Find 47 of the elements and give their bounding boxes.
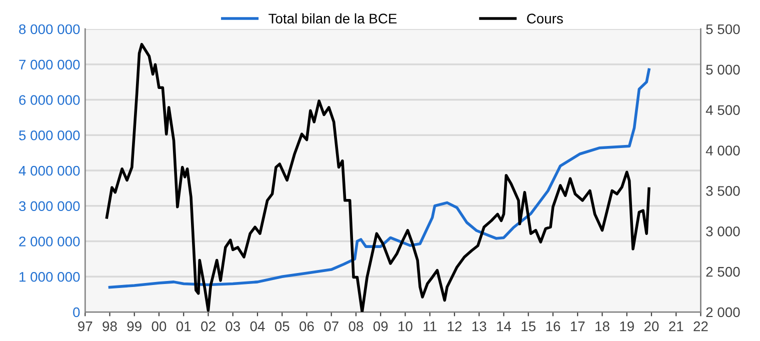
x-tick-label: 08: [348, 321, 364, 332]
x-tick-label: 16: [546, 321, 560, 332]
legend-label: Total bilan de la BCE: [268, 13, 397, 24]
x-tick-label: 18: [596, 321, 610, 332]
line-series: [105, 42, 650, 312]
x-tick-label: 13: [472, 321, 486, 332]
x-tick-label: 98: [102, 321, 117, 332]
y2-tick-label: 3 500: [706, 186, 740, 196]
x-tick-label: 19: [620, 321, 634, 332]
y2-tick-label: 4 500: [706, 105, 740, 116]
x-tick-label: 06: [300, 321, 314, 332]
y2-tick-label: 2 500: [706, 266, 740, 277]
x-tick-label: 12: [448, 321, 462, 332]
x-tick-label: 15: [522, 322, 536, 332]
x-tick-label: 14: [497, 322, 512, 332]
y2-tick-label: 3 000: [706, 226, 740, 236]
x-tick-label: 04: [250, 321, 265, 332]
x-tick-label: 00: [152, 321, 166, 332]
x-tick-label: 17: [570, 322, 585, 332]
y-tick-label: 3 000 000: [19, 201, 80, 212]
x-tick-label: 01: [176, 321, 191, 332]
x-tick-label: 09: [373, 321, 388, 332]
x-tick-label: 99: [127, 321, 142, 332]
y-tick-label: 2 000 000: [19, 236, 80, 246]
y-tick-label: 1 000 000: [20, 272, 80, 282]
x-tick-label: 05: [274, 321, 290, 332]
y2-tick-label: 5 500: [706, 24, 740, 34]
y-tick-label: 5 000 000: [19, 130, 80, 140]
y2-tick-label: 5 000: [706, 64, 740, 75]
x-tick-label: 02: [201, 321, 216, 332]
y-tick-label: 6 000 000: [19, 95, 80, 105]
line-series: [108, 68, 650, 289]
x-tick-label: 21: [669, 321, 684, 332]
x-tick-label: 11: [424, 322, 436, 332]
y-tick-label: 7 000 000: [19, 60, 80, 70]
x-tick-label: 10: [398, 321, 412, 332]
y-tick-label: 8 000 000: [19, 24, 80, 34]
x-tick-label: 22: [694, 321, 708, 332]
x-tick-label: 97: [78, 321, 92, 332]
x-tick-label: 03: [226, 321, 240, 332]
x-tick-label: 07: [324, 321, 338, 332]
y-tick-label: 4 000 000: [18, 166, 80, 176]
x-tick-label: 20: [644, 321, 659, 332]
y2-tick-label: 4 000: [706, 146, 740, 156]
y-tick-label: 0: [73, 307, 80, 318]
legend-label: Cours: [527, 14, 563, 24]
y2-tick-label: 2 000: [706, 307, 740, 318]
